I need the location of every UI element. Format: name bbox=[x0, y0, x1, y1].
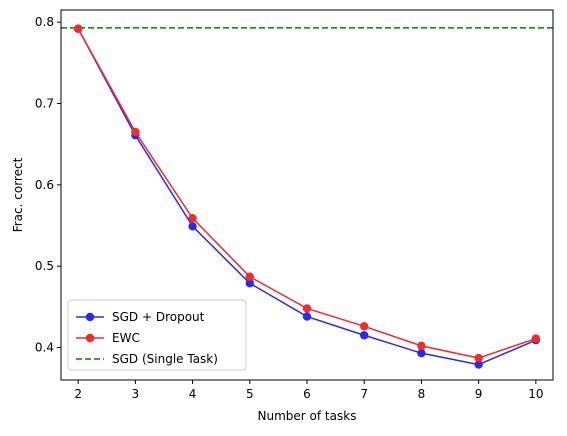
x-tick-label: 5 bbox=[246, 387, 254, 401]
x-tick-label: 4 bbox=[189, 387, 197, 401]
data-point bbox=[188, 213, 197, 223]
x-tick-label: 2 bbox=[74, 387, 82, 401]
data-point bbox=[360, 322, 369, 331]
legend: SGD + Dropout EWC SGD (Single Task) bbox=[67, 299, 247, 371]
legend-marker bbox=[85, 333, 95, 343]
x-tick-label: 8 bbox=[418, 387, 426, 401]
data-point bbox=[474, 360, 483, 369]
data-point bbox=[417, 348, 426, 358]
legend-box bbox=[67, 299, 247, 371]
y-tick-label: 0.4 bbox=[35, 340, 54, 354]
x-tick-label: 6 bbox=[303, 387, 311, 401]
y-tick-label: 0.8 bbox=[35, 15, 54, 29]
data-point bbox=[73, 24, 83, 33]
data-point bbox=[302, 312, 312, 321]
data-point bbox=[474, 353, 483, 363]
x-tick-label: 10 bbox=[528, 387, 543, 401]
x-tick-label: 3 bbox=[132, 387, 140, 401]
legend-label: SGD + Dropout bbox=[112, 310, 205, 324]
y-tick-label: 0.7 bbox=[35, 97, 54, 111]
data-point bbox=[131, 127, 140, 137]
x-tick-label: 9 bbox=[475, 387, 483, 401]
data-point bbox=[531, 334, 541, 343]
x-axis-label: Number of tasks bbox=[258, 409, 357, 423]
y-tick-label: 0.6 bbox=[35, 178, 54, 192]
y-tick-label: 0.5 bbox=[35, 259, 54, 273]
legend-label: SGD (Single Task) bbox=[112, 352, 218, 366]
data-point bbox=[245, 272, 254, 281]
data-point bbox=[360, 331, 369, 340]
y-axis-label: Frac. correct bbox=[11, 157, 25, 232]
data-point bbox=[417, 341, 426, 351]
x-tick-label: 7 bbox=[360, 387, 368, 401]
data-point bbox=[188, 222, 197, 231]
y-axis-ticks: 0.4 0.5 0.6 0.7 0.8 bbox=[35, 15, 61, 354]
x-axis-ticks: 2 3 4 5 6 7 8 9 10 bbox=[74, 380, 543, 401]
data-point bbox=[245, 279, 254, 288]
legend-label: EWC bbox=[112, 331, 140, 345]
series-layer bbox=[73, 24, 541, 369]
legend-marker bbox=[85, 312, 95, 322]
data-point bbox=[302, 304, 312, 313]
